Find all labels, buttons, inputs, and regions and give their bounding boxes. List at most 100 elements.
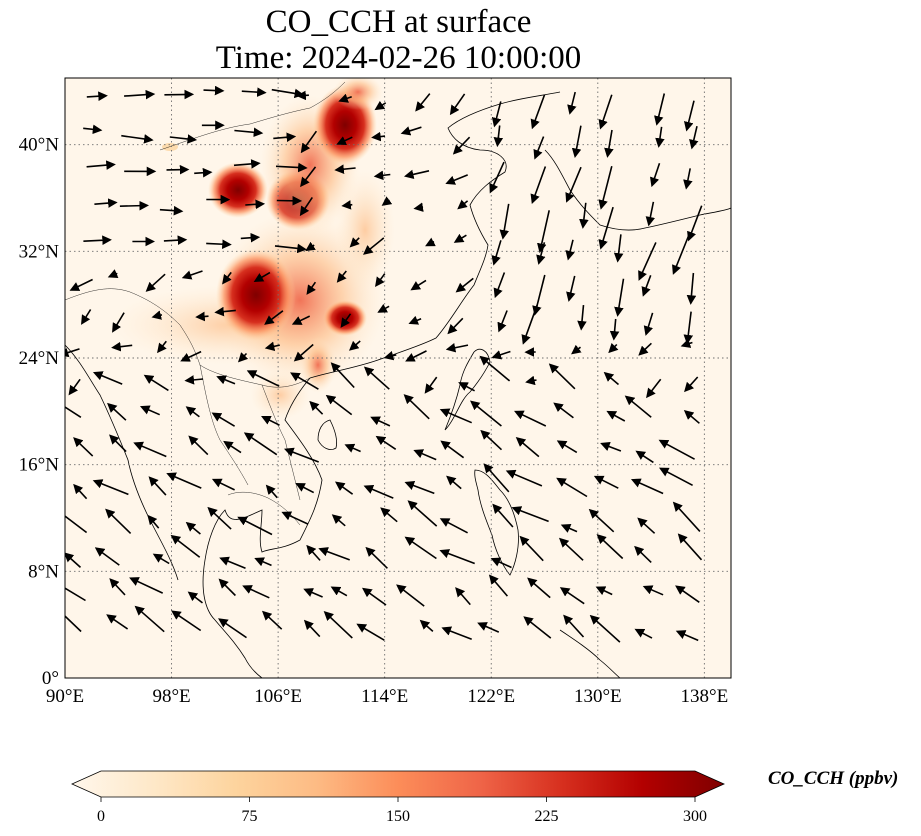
wind-arrow xyxy=(309,400,324,415)
wind-arrow xyxy=(300,130,318,154)
wind-arrow xyxy=(306,281,317,295)
wind-arrow xyxy=(563,614,585,638)
wind-arrow xyxy=(649,162,661,188)
wind-arrow xyxy=(211,478,235,491)
gridlines xyxy=(65,78,731,678)
wind-arrow xyxy=(73,437,94,457)
wind-arrow xyxy=(683,311,694,345)
wind-arrow xyxy=(634,545,652,563)
wind-arrow xyxy=(216,375,236,385)
wind-arrow xyxy=(560,524,578,533)
wind-arrow xyxy=(107,269,119,279)
wind-arrow xyxy=(147,514,160,529)
wind-arrow xyxy=(375,273,386,287)
wind-arrow xyxy=(455,587,471,606)
wind-arrow xyxy=(515,437,540,458)
wind-arrow xyxy=(163,235,188,245)
wind-arrow xyxy=(598,94,613,130)
wind-arrow xyxy=(419,619,434,633)
wind-arrow xyxy=(490,557,512,569)
wind-arrow xyxy=(589,614,621,643)
colorbar-gradient xyxy=(71,770,725,798)
wind-arrow xyxy=(533,136,545,160)
wind-arrow xyxy=(477,622,500,633)
korea-japan-coastline xyxy=(544,149,731,231)
wind-arrow xyxy=(305,241,316,252)
wind-arrow xyxy=(234,127,264,138)
plume-northeast xyxy=(333,78,383,110)
wind-arrow xyxy=(306,544,321,561)
plume-hunan xyxy=(323,300,367,336)
map-title: CO_CCH at surface xyxy=(265,4,532,40)
wind-arrow xyxy=(65,347,80,358)
wind-arrow xyxy=(187,591,203,604)
wind-arrow xyxy=(65,615,82,633)
wind-arrow xyxy=(261,610,283,630)
wind-arrow xyxy=(303,588,323,598)
lon-tick-label: 98°E xyxy=(152,686,190,707)
wind-arrow xyxy=(493,272,506,299)
lon-tick-label: 90°E xyxy=(46,686,84,707)
wind-arrow xyxy=(403,394,430,420)
wind-arrow xyxy=(635,450,654,464)
wind-arrow xyxy=(643,312,654,336)
western-coastline xyxy=(65,344,179,581)
wind-arrow xyxy=(400,126,422,136)
wind-arrow xyxy=(383,350,397,361)
wind-arrow xyxy=(381,196,393,206)
wind-arrow xyxy=(291,315,311,325)
wind-arrow xyxy=(207,506,232,530)
wind-arrow xyxy=(133,441,167,458)
wind-arrow xyxy=(296,90,309,101)
wind-arrow xyxy=(565,239,575,261)
lat-tick-label: 32°N xyxy=(19,241,60,262)
wind-arrow xyxy=(240,232,261,243)
wind-arrow xyxy=(413,202,424,212)
wind-arrow xyxy=(606,410,626,422)
wind-arrow xyxy=(492,503,514,528)
wind-arrow xyxy=(152,553,170,565)
wind-arrow xyxy=(139,405,161,416)
wind-arrow xyxy=(634,628,653,639)
wind-arrow xyxy=(69,278,93,291)
wind-arrow xyxy=(340,313,352,328)
philippines-coastline xyxy=(474,469,519,576)
wind-arrow xyxy=(683,410,700,424)
wind-arrow xyxy=(445,174,468,185)
wind-arrow xyxy=(109,434,127,453)
colorbar-tick-label: 150 xyxy=(386,808,410,825)
wind-arrow xyxy=(341,200,353,210)
wind-arrow xyxy=(609,318,620,341)
field-background xyxy=(65,78,731,678)
vietnam-laos-border xyxy=(261,384,301,501)
myanmar-laos-border xyxy=(199,364,249,486)
wind-arrow xyxy=(523,616,552,639)
colorbar-tick-label: 225 xyxy=(535,808,559,825)
wind-arrow xyxy=(677,533,703,561)
wind-arrow xyxy=(65,508,88,534)
wind-arrow xyxy=(596,534,624,560)
wind-arrow xyxy=(645,201,656,227)
wind-arrow xyxy=(588,508,615,533)
wind-arrow xyxy=(687,205,703,242)
wind-arrow xyxy=(439,518,468,534)
wind-arrow xyxy=(447,317,464,335)
wind-arrow xyxy=(686,272,697,305)
wind-arrow xyxy=(489,161,505,194)
wind-arrow xyxy=(119,200,149,211)
wind-arrow xyxy=(254,557,272,567)
wind-arrow xyxy=(362,587,387,606)
wind-arrow xyxy=(284,447,319,463)
wind-arrow xyxy=(195,311,209,322)
wind-arrow xyxy=(166,472,202,489)
lon-tick-label: 122°E xyxy=(467,686,515,707)
wind-arrow xyxy=(404,536,437,560)
wind-arrow xyxy=(675,630,699,642)
wind-arrow xyxy=(491,240,502,266)
wind-arrow xyxy=(218,578,236,597)
wind-arrow xyxy=(637,517,656,534)
china-coastline xyxy=(309,91,561,379)
lat-tick-label: 24°N xyxy=(19,348,60,369)
wind-arrow xyxy=(184,375,204,385)
plume-sichuan-core xyxy=(216,249,296,341)
